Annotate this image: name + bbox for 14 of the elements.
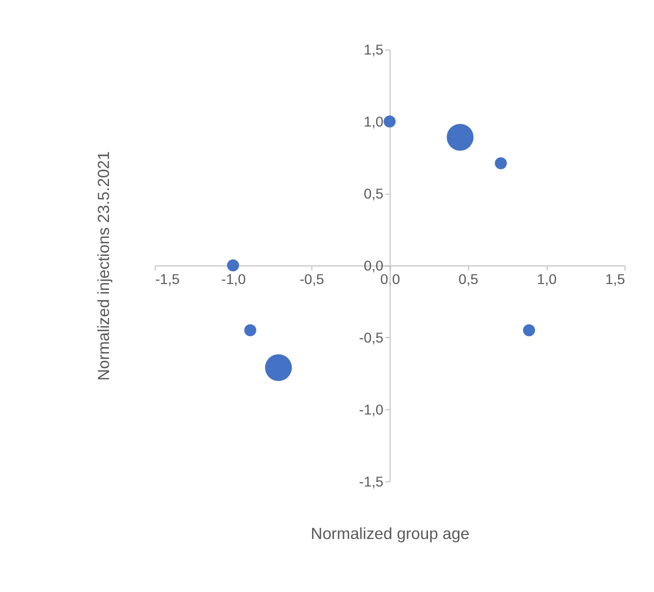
x-tick-label: 0,5 [458,272,478,288]
y-tick-label: 0,5 [364,186,384,203]
x-axis-title: Normalized group age [310,524,470,543]
y-tick-label: -0,5 [358,330,384,347]
x-tick-label: -1,0 [221,272,246,288]
y-tick-label: -1,0 [358,402,384,419]
y-tick-label: 1,0 [364,114,384,131]
x-tick-label: -0,5 [300,272,324,288]
y-axis-title: Normalized injections 23.5.2021 [94,151,113,381]
x-tick-label: 1,0 [536,272,557,288]
y-tick-label: -1,5 [358,474,384,491]
y-tick-label: 1,5 [364,42,384,59]
x-tick-label: -1,5 [155,272,180,288]
x-tick-label: 1,5 [605,272,626,288]
